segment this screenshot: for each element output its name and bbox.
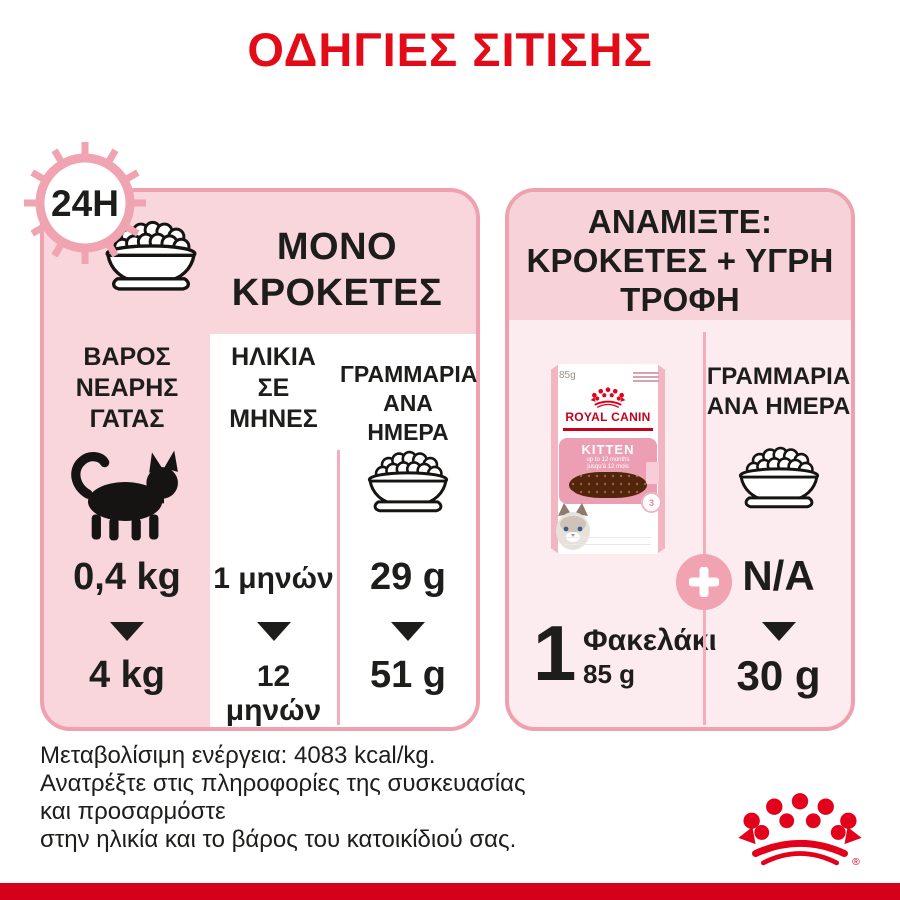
- mixed-panel-title-line: ΑΝΑΜΙΞΤΕ:: [587, 203, 773, 240]
- pouch-red-bar: [563, 428, 653, 431]
- clock-24h-icon: 24H: [24, 142, 146, 264]
- header-line: ΗΛΙΚΙΑ: [231, 343, 316, 371]
- pouch-unit-label: Φακελάκι: [583, 624, 717, 657]
- dry-food-panel: ΜΟΝΟ ΚΡΟΚΕΤΕΣ ΒΑΡΟΣ ΝΕΑΡΗΣ ΓΑΤΑΣ: [40, 188, 480, 731]
- pouch-subtitle: up to 12 months: [586, 457, 630, 463]
- plus-glyph: [689, 567, 719, 597]
- footnote-line: και προσαρμόστε: [40, 798, 226, 825]
- pouch-badge: 3: [641, 492, 662, 513]
- age-from-value: 1 μηνών: [213, 562, 334, 595]
- age-column: ΗΛΙΚΙΑ ΣΕ ΜΗΝΕΣ 1 μηνών 12 μηνών: [210, 192, 337, 727]
- kitten-silhouette-icon: [71, 450, 178, 541]
- pouch-grid-line: [565, 544, 651, 545]
- pouch-subtitle: jusqu'à 12 mois: [587, 464, 629, 470]
- dry-panel-title: ΜΟΝΟ ΚΡΟΚΕΤΕΣ: [202, 224, 472, 316]
- pouch-side-tab: [646, 462, 659, 484]
- footnote-line: Ανατρέξτε στις πληροφορίες της συσκευασί…: [40, 770, 526, 797]
- pouch-count-value: 1: [533, 609, 577, 697]
- page-title: ΟΔΗΓΙΕΣ ΣΙΤΙΣΗΣ: [247, 23, 653, 76]
- header-line: ΓΡΑΜΜΑΡΙΑ: [340, 361, 478, 387]
- dry-panel-title-line: ΜΟΝΟ: [276, 226, 398, 268]
- weight-column: ΒΑΡΟΣ ΝΕΑΡΗΣ ΓΑΤΑΣ 0,4 kg 4 kg: [44, 192, 210, 727]
- pouch-grid-line: [565, 537, 651, 538]
- pouch-brand-name: ROYAL CANIN: [565, 410, 651, 424]
- header-line: ΑΝΑ ΗΜΕΡΑ: [706, 393, 851, 420]
- weight-column-header: ΒΑΡΟΣ ΝΕΑΡΗΣ ΓΑΤΑΣ: [44, 342, 210, 435]
- footnote: Μεταβολίσιμη ενέργεια: 4083 kcal/kg. Ανα…: [40, 742, 640, 854]
- clock-label: 24H: [51, 183, 119, 224]
- plus-icon: [676, 554, 732, 610]
- wet-pouch-product-image: 85g ROYAL CANIN KITTEN up to 12 months j…: [551, 364, 665, 554]
- dry-table-white-area: [210, 334, 476, 727]
- age-to-value: 12 μηνών: [225, 660, 322, 727]
- mixed-panel-title: ΑΝΑΜΙΞΤΕ: ΚΡΟΚΕΤΕΣ + ΥΓΡΗ ΤΡΟΦΗ: [509, 202, 851, 319]
- down-arrow-icon: [761, 622, 796, 641]
- mixed-panel-header: [509, 192, 851, 320]
- grams-column-header: ΓΡΑΜΜΑΡΙΑ ΑΝΑ ΗΜΕΡΑ: [706, 362, 851, 422]
- down-arrow-icon: [391, 622, 425, 641]
- column-divider: [337, 450, 340, 725]
- mixed-panel-title-line: ΤΡΟΦΗ: [620, 281, 740, 318]
- header-line: ΑΝΑ ΗΜΕΡΑ: [367, 390, 449, 445]
- grams-column: ΓΡΑΜΜΑΡΙΑ ΑΝΑ ΗΜΕΡΑ 29 g 51 g: [340, 192, 478, 727]
- header-line: ΒΑΡΟΣ: [83, 343, 171, 371]
- grams-to-value: 30 g: [736, 652, 821, 699]
- kibble-bowl-icon: [367, 450, 449, 513]
- registered-mark: ®: [852, 857, 860, 866]
- footnote-line: στην ηλικία και το βάρος του κατοικίδιού…: [40, 826, 517, 853]
- mixed-grams-column: ΓΡΑΜΜΑΡΙΑ ΑΝΑ ΗΜΕΡΑ N/A 30 g: [706, 192, 851, 727]
- pouch-fineprint-line: [633, 380, 659, 382]
- header-line: ΣΕ: [257, 374, 290, 402]
- grams-from-value: N/A: [742, 552, 815, 599]
- weight-from-value: 0,4 kg: [73, 556, 181, 598]
- grams-column-header: ΓΡΑΜΜΑΡΙΑ ΑΝΑ ΗΜΕΡΑ: [340, 360, 478, 447]
- age-column-header: ΗΛΙΚΙΑ ΣΕ ΜΗΝΕΣ: [210, 342, 337, 435]
- bottom-red-bar: [0, 883, 900, 900]
- pouch-size-label: 85 g: [583, 659, 636, 689]
- down-arrow-icon: [110, 622, 144, 641]
- footnote-line: Μεταβολίσιμη ενέργεια: 4083 kcal/kg.: [40, 742, 436, 769]
- pouch-weight-label: 85g: [559, 370, 576, 381]
- weight-to-value: 4 kg: [88, 654, 166, 696]
- pouch-pink-panel: KITTEN up to 12 months jusqu'à 12 mois: [559, 438, 659, 504]
- dry-panel-title-line: ΚΡΟΚΕΤΕΣ: [231, 272, 443, 314]
- header-line: ΓΑΤΑΣ: [89, 405, 165, 433]
- column-divider: [703, 332, 706, 725]
- wet-food-photo: [569, 472, 647, 498]
- pouch-fineprint-line: [633, 376, 659, 378]
- header-line: ΝΕΑΡΗΣ: [75, 374, 179, 402]
- mixed-feeding-panel: ΑΝΑΜΙΞΤΕ: ΚΡΟΚΕΤΕΣ + ΥΓΡΗ ΤΡΟΦΗ 85g ROYA…: [505, 188, 855, 731]
- pouch-fineprint-line: [633, 372, 659, 374]
- royal-canin-crown-logo: [586, 386, 630, 408]
- wet-food-column: 85g ROYAL CANIN KITTEN up to 12 months j…: [509, 192, 717, 727]
- pouch-product-name: KITTEN: [581, 442, 635, 457]
- mixed-panel-title-line: ΚΡΟΚΕΤΕΣ + ΥΓΡΗ: [526, 242, 834, 279]
- grams-from-value: 29 g: [369, 556, 447, 598]
- grams-to-value: 51 g: [369, 654, 447, 696]
- kitten-photo: [556, 503, 590, 550]
- header-line: ΜΗΝΕΣ: [229, 405, 318, 433]
- kibble-bowl-icon: [738, 446, 819, 509]
- royal-canin-crown-logo: ®: [722, 788, 878, 866]
- header-line: ΓΡΑΜΜΑΡΙΑ: [706, 363, 851, 390]
- down-arrow-icon: [256, 622, 291, 641]
